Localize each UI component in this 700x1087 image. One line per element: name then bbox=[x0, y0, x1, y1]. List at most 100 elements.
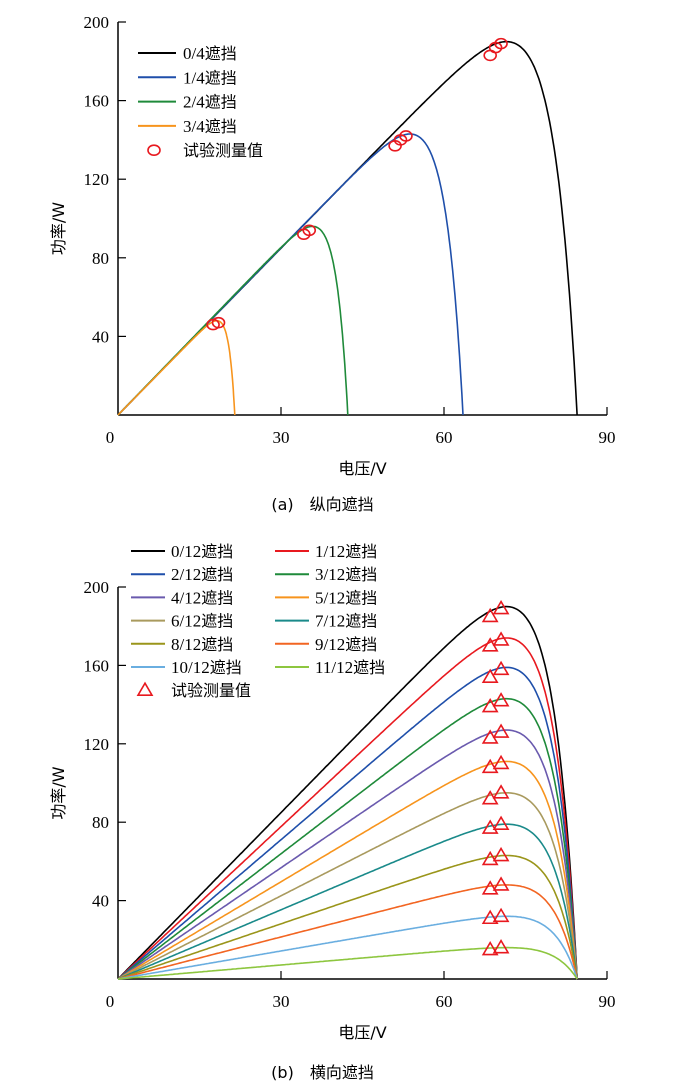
y-tick-label: 40 bbox=[92, 327, 109, 346]
x-tick-label: 90 bbox=[599, 992, 616, 1011]
data-marker bbox=[492, 692, 510, 707]
legend-label: 1/4遮挡 bbox=[183, 68, 237, 87]
series-line bbox=[117, 884, 578, 980]
x-tick-label: 30 bbox=[273, 428, 290, 447]
legend-label: 3/12遮挡 bbox=[315, 565, 377, 584]
legend-suffix: 遮挡 bbox=[345, 612, 377, 631]
legend-fraction: 2/12 bbox=[171, 565, 201, 584]
legend-fraction: 5/12 bbox=[315, 588, 345, 607]
legend-fraction: 3/12 bbox=[315, 565, 345, 584]
x-tick-label: 60 bbox=[436, 428, 453, 447]
y-tick-label: 160 bbox=[84, 92, 110, 111]
data-marker bbox=[399, 130, 413, 142]
data-marker bbox=[481, 668, 499, 683]
legend-fraction: 6/12 bbox=[171, 612, 201, 631]
series-line bbox=[117, 946, 578, 980]
data-marker bbox=[492, 723, 510, 738]
x-tick-label: 0 bbox=[106, 428, 115, 447]
series-line bbox=[117, 729, 578, 980]
data-marker bbox=[492, 754, 510, 770]
data-marker bbox=[481, 880, 499, 895]
y-tick-label: 80 bbox=[92, 249, 109, 268]
legend-suffix: 遮挡 bbox=[201, 612, 233, 631]
data-marker bbox=[492, 846, 510, 862]
legend-label: 9/12遮挡 bbox=[315, 635, 377, 654]
data-marker bbox=[492, 631, 510, 646]
series-line bbox=[117, 854, 578, 980]
legend-label: 2/12遮挡 bbox=[171, 565, 233, 584]
legend-suffix: 遮挡 bbox=[205, 68, 237, 87]
legend-fraction: 1/12 bbox=[315, 542, 345, 561]
legend-fraction: 0/4 bbox=[183, 44, 205, 63]
legend-fraction: 2/4 bbox=[183, 93, 205, 112]
x-tick-label: 90 bbox=[599, 428, 616, 447]
series-line bbox=[117, 915, 578, 980]
series-line bbox=[117, 823, 578, 980]
legend-fraction: 8/12 bbox=[171, 635, 201, 654]
series-line bbox=[117, 319, 236, 416]
x-axis-label: 电压/V bbox=[338, 1023, 386, 1042]
data-marker bbox=[494, 37, 508, 50]
legend-suffix: 遮挡 bbox=[345, 565, 377, 584]
legend-suffix: 遮挡 bbox=[205, 117, 237, 136]
legend-fraction: 1/4 bbox=[183, 68, 205, 87]
legend-label: 0/4遮挡 bbox=[183, 44, 237, 63]
y-tick-label: 80 bbox=[92, 813, 109, 832]
data-marker bbox=[211, 316, 226, 329]
legend-marker bbox=[147, 144, 161, 156]
chart-b: 0 30 60 90 40 80 120 160 200 电压/V 功率/W (b) 横向遮挡 0/12… bbox=[49, 542, 616, 1082]
legend-suffix: 遮挡 bbox=[353, 658, 385, 677]
series-line bbox=[117, 666, 578, 980]
x-axis-label: 电压/V bbox=[338, 459, 386, 478]
series-line bbox=[117, 792, 578, 980]
data-marker bbox=[481, 758, 499, 774]
legend-label: 3/4遮挡 bbox=[183, 117, 237, 136]
data-marker bbox=[492, 599, 510, 615]
legend-label: 试验测量值 bbox=[183, 141, 263, 160]
data-marker bbox=[492, 907, 510, 923]
legend-label: 2/4遮挡 bbox=[183, 93, 237, 112]
data-marker bbox=[492, 876, 510, 891]
y-tick-label: 40 bbox=[92, 892, 109, 911]
series-line bbox=[117, 133, 464, 416]
data-marker bbox=[492, 784, 510, 799]
data-marker bbox=[481, 941, 499, 956]
legend-suffix: 遮挡 bbox=[205, 44, 237, 63]
legend-fraction: 3/4 bbox=[183, 117, 205, 136]
x-tick-label: 60 bbox=[436, 992, 453, 1011]
legend-label: 5/12遮挡 bbox=[315, 588, 377, 607]
data-marker bbox=[481, 819, 499, 834]
data-marker bbox=[492, 815, 510, 830]
legend-fraction: 0/12 bbox=[171, 542, 201, 561]
legend-fraction: 4/12 bbox=[171, 588, 201, 607]
y-tick-label: 120 bbox=[84, 735, 110, 754]
legend-suffix: 遮挡 bbox=[205, 93, 237, 112]
legend-suffix: 遮挡 bbox=[210, 658, 242, 677]
legend-suffix: 遮挡 bbox=[201, 588, 233, 607]
legend-label: 8/12遮挡 bbox=[171, 635, 233, 654]
legend-label: 11/12遮挡 bbox=[315, 658, 385, 677]
y-tick-label: 120 bbox=[84, 170, 110, 189]
x-tick-label: 0 bbox=[106, 992, 115, 1011]
legend-label: 0/12遮挡 bbox=[171, 542, 233, 561]
y-axis-label: 功率/W bbox=[49, 766, 68, 819]
legend-suffix: 遮挡 bbox=[201, 565, 233, 584]
legend-marker bbox=[136, 681, 154, 696]
legend-suffix: 遮挡 bbox=[201, 635, 233, 654]
y-axis-label: 功率/W bbox=[49, 202, 68, 255]
legend-label: 1/12遮挡 bbox=[315, 542, 377, 561]
legend-label: 10/12遮挡 bbox=[171, 658, 242, 677]
legend-suffix: 遮挡 bbox=[345, 588, 377, 607]
y-tick-label: 200 bbox=[84, 578, 110, 597]
data-marker bbox=[492, 660, 510, 676]
data-marker bbox=[492, 939, 510, 954]
x-tick-label: 30 bbox=[273, 992, 290, 1011]
data-marker bbox=[481, 850, 499, 866]
legend-label: 7/12遮挡 bbox=[315, 612, 377, 631]
series-line bbox=[117, 637, 578, 980]
legend-label: 4/12遮挡 bbox=[171, 588, 233, 607]
data-marker bbox=[481, 607, 499, 623]
